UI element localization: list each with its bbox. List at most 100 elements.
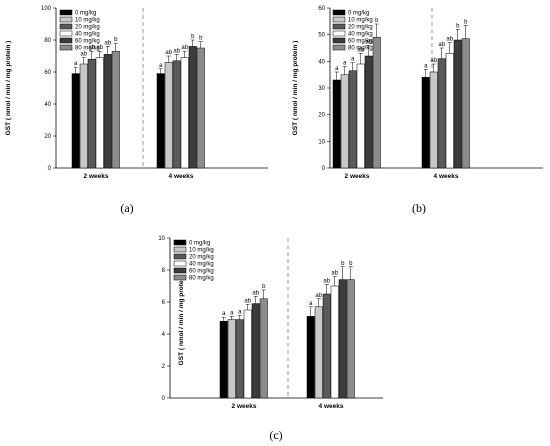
significance-label: ab bbox=[323, 278, 330, 284]
bar bbox=[79, 63, 88, 169]
legend-label: 10 mg/kg bbox=[348, 18, 373, 24]
bar bbox=[111, 50, 120, 169]
legend-swatch bbox=[173, 267, 187, 274]
legend-label: 0 mg/kg bbox=[348, 11, 369, 17]
legend-label: 0 mg/kg bbox=[189, 241, 210, 247]
legend-swatch bbox=[332, 9, 346, 16]
bar bbox=[372, 37, 381, 169]
legend-label: 40 mg/kg bbox=[348, 32, 373, 38]
significance-label: ab bbox=[88, 45, 95, 51]
y-axis-label: GST ( nmol / min / mg protein ) bbox=[178, 271, 185, 366]
legend-swatch bbox=[332, 44, 346, 51]
panel-label: (b) bbox=[412, 201, 426, 215]
bar bbox=[227, 319, 236, 399]
legend-swatch bbox=[173, 274, 187, 281]
legend-label: 60 mg/kg bbox=[189, 269, 214, 275]
bar bbox=[346, 279, 355, 399]
chart-panel-1: 0 20 40 60 80 100 GST ( nmol / min / mg protei… bbox=[5, 6, 268, 215]
y-tick-label: 4 bbox=[162, 332, 166, 338]
bar bbox=[306, 316, 315, 399]
x-category-label: 4 weeks bbox=[319, 403, 344, 410]
significance-label: a bbox=[424, 63, 428, 69]
significance-label: b bbox=[262, 284, 266, 290]
bar bbox=[340, 74, 349, 169]
y-tick-label: 20 bbox=[44, 134, 51, 140]
legend-swatch bbox=[173, 253, 187, 260]
significance-label: ab bbox=[244, 298, 251, 304]
bar bbox=[251, 303, 260, 399]
y-tick-label: 10 bbox=[318, 139, 325, 145]
legend-swatch bbox=[173, 246, 187, 253]
significance-label: a bbox=[343, 61, 347, 67]
significance-label: b bbox=[349, 261, 353, 267]
bar bbox=[330, 285, 339, 399]
significance-label: a bbox=[309, 301, 313, 307]
bar bbox=[364, 55, 373, 169]
legend-swatch bbox=[173, 239, 187, 246]
legend-swatch bbox=[59, 30, 73, 37]
panel-label: (a) bbox=[120, 201, 133, 215]
legend-swatch bbox=[59, 44, 73, 51]
legend-label: 80 mg/kg bbox=[348, 46, 373, 52]
legend-label: 40 mg/kg bbox=[189, 262, 214, 268]
bar bbox=[71, 73, 80, 169]
legend-swatch bbox=[59, 23, 73, 30]
legend-label: 10 mg/kg bbox=[75, 18, 100, 24]
x-category-label: 2 weeks bbox=[84, 173, 109, 180]
legend-swatch bbox=[59, 16, 73, 23]
bar bbox=[243, 309, 252, 399]
significance-label: b bbox=[375, 18, 379, 24]
bar bbox=[445, 53, 454, 169]
y-tick-label: 2 bbox=[162, 364, 166, 370]
bar bbox=[196, 47, 205, 169]
bar bbox=[164, 62, 173, 169]
significance-label: b bbox=[114, 37, 118, 43]
x-category-label: 2 weeks bbox=[345, 173, 370, 180]
y-tick-label: 0 bbox=[162, 396, 166, 402]
legend-swatch bbox=[332, 23, 346, 30]
bar bbox=[356, 63, 365, 169]
legend-swatch bbox=[173, 260, 187, 267]
y-tick-label: 60 bbox=[44, 70, 51, 76]
legend-label: 20 mg/kg bbox=[75, 25, 100, 31]
bar bbox=[314, 306, 323, 399]
legend-swatch bbox=[332, 16, 346, 23]
x-category-label: 4 weeks bbox=[434, 173, 459, 180]
bar bbox=[453, 39, 462, 169]
bar bbox=[322, 293, 331, 399]
significance-label: ab bbox=[315, 293, 322, 299]
bar bbox=[259, 298, 268, 399]
legend-swatch bbox=[332, 30, 346, 37]
significance-label: b bbox=[341, 261, 345, 267]
legend-label: 0 mg/kg bbox=[75, 11, 96, 17]
legend-label: 10 mg/kg bbox=[189, 248, 214, 254]
panel-label: (c) bbox=[269, 428, 282, 442]
significance-label: a bbox=[351, 57, 355, 63]
significance-label: ab bbox=[357, 47, 364, 53]
significance-label: ab bbox=[181, 45, 188, 51]
y-tick-label: 40 bbox=[318, 59, 325, 65]
legend-label: 60 mg/kg bbox=[348, 39, 373, 45]
bar bbox=[180, 57, 189, 169]
legend-label: 20 mg/kg bbox=[189, 255, 214, 261]
significance-label: ab bbox=[104, 40, 111, 46]
significance-label: a bbox=[335, 66, 339, 72]
bar bbox=[188, 46, 197, 169]
bar bbox=[103, 54, 112, 169]
y-axis-label: GST ( nmol / min / mg protein ) bbox=[292, 41, 299, 136]
significance-label: ab bbox=[173, 48, 180, 54]
legend-swatch bbox=[332, 37, 346, 44]
significance-label: a bbox=[238, 310, 242, 316]
bar bbox=[332, 79, 341, 169]
bar bbox=[429, 71, 438, 169]
y-tick-label: 0 bbox=[48, 166, 52, 172]
y-tick-label: 100 bbox=[41, 6, 52, 12]
bar bbox=[95, 57, 104, 169]
y-tick-label: 0 bbox=[322, 166, 326, 172]
significance-label: ab bbox=[96, 45, 103, 51]
significance-label: ab bbox=[365, 39, 372, 45]
